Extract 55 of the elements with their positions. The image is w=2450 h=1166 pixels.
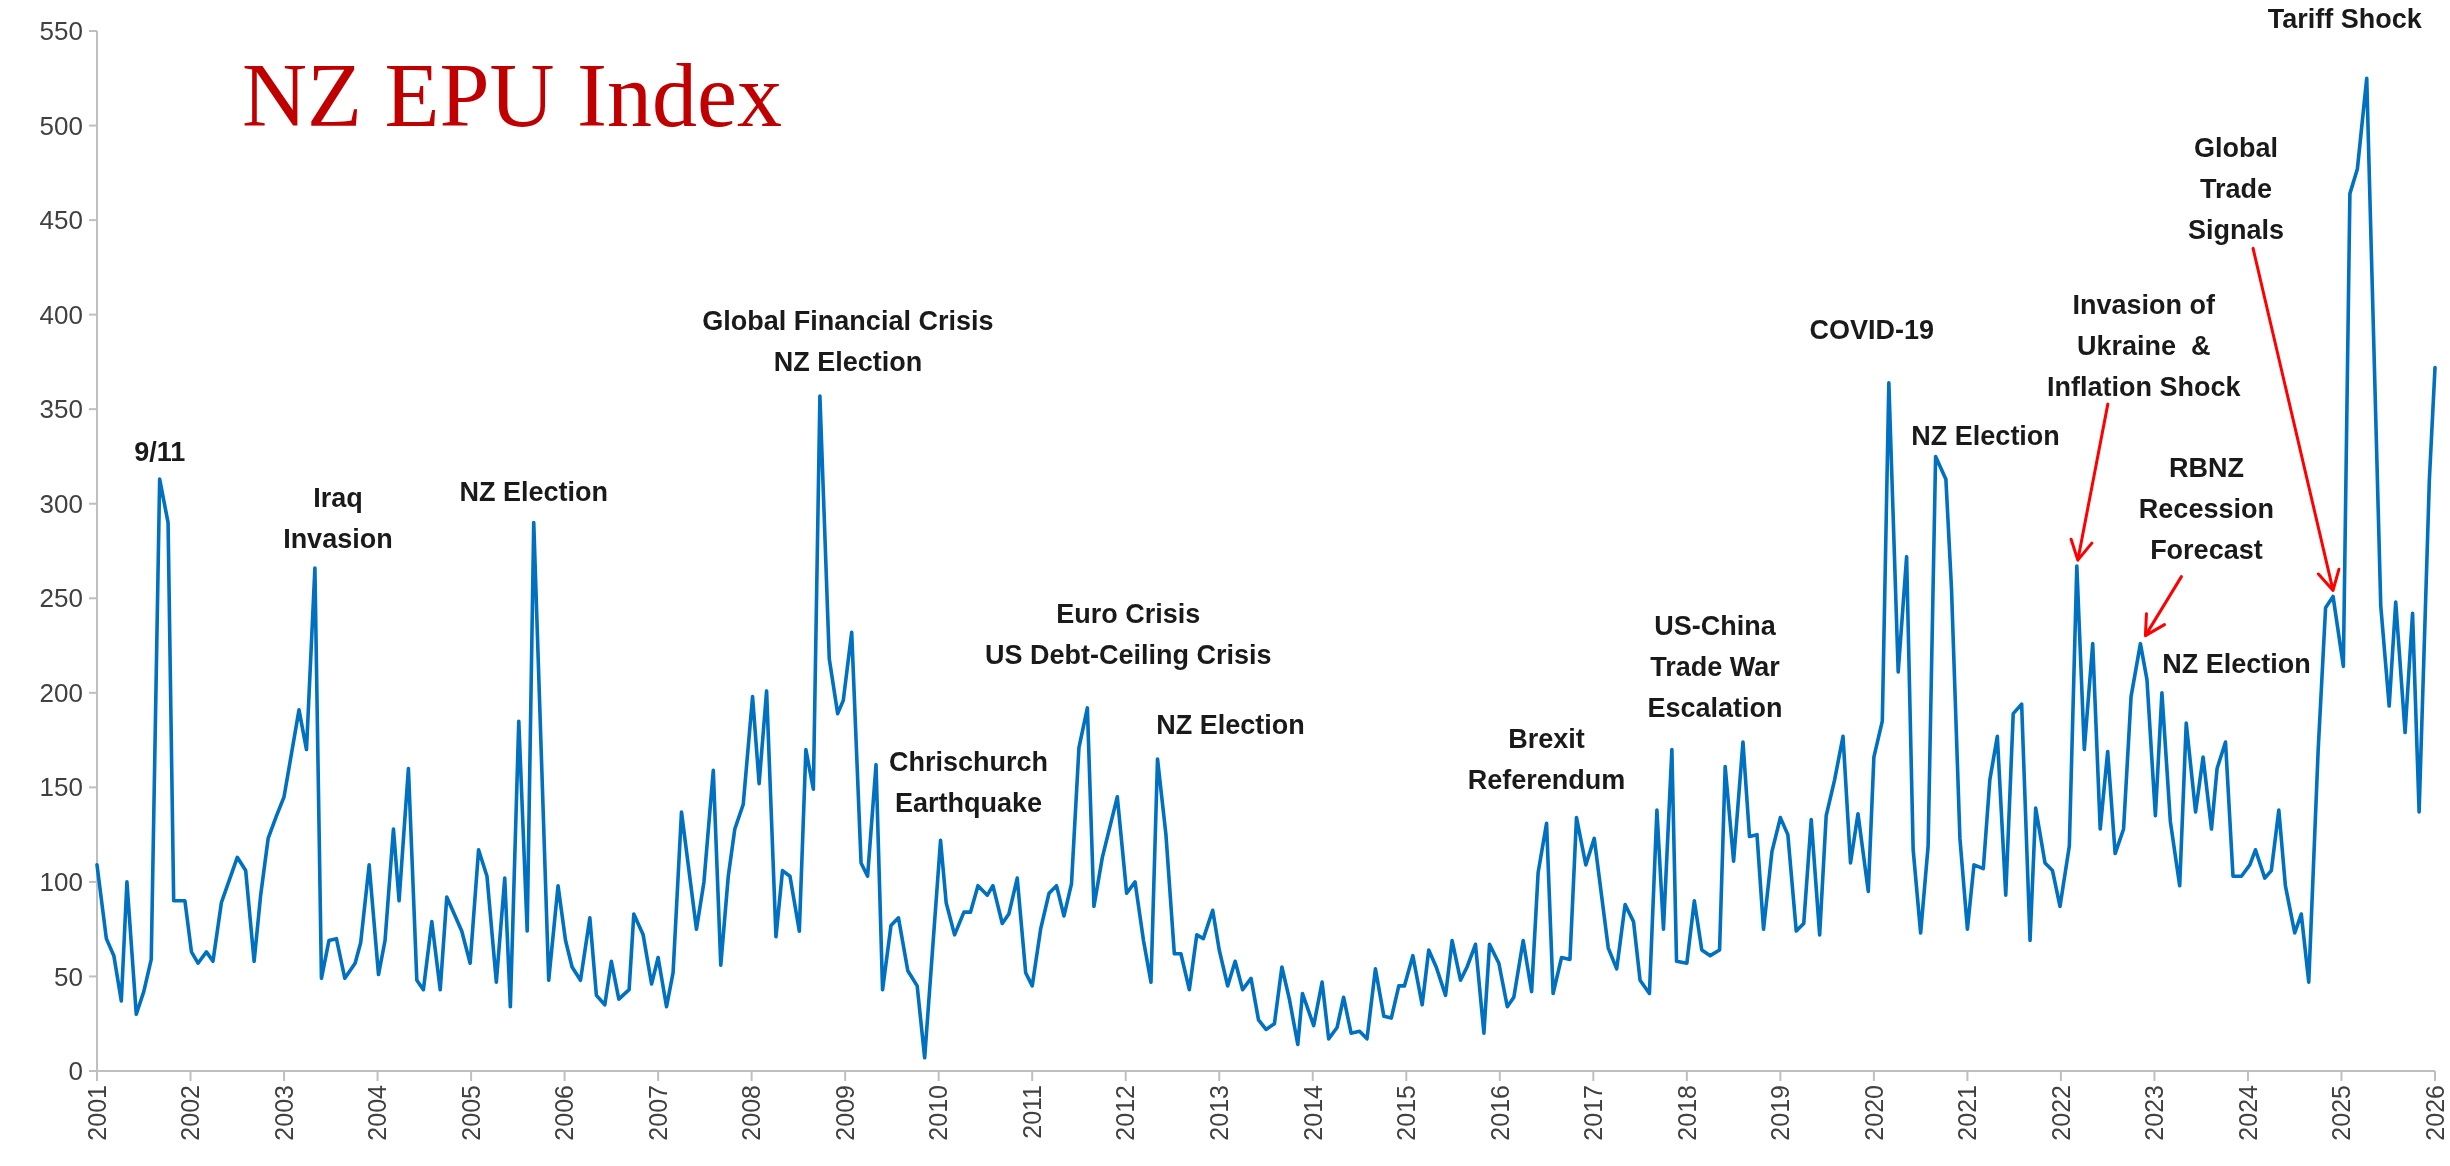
y-tick-label: 0 (68, 1056, 83, 1087)
annotation: Euro Crisis US Debt-Ceiling Crisis (985, 598, 1272, 670)
annotation: NZ Election (2162, 648, 2311, 679)
annotation: Brexit Referendum (1467, 724, 1626, 796)
annotation: Iraq Invasion (283, 483, 393, 555)
y-tick-label: 550 (39, 16, 83, 47)
x-tick-label: 2013 (1204, 1085, 1233, 1141)
annotation: NZ Election (1911, 421, 2060, 452)
annotation: Chrischurch Earthquake (889, 747, 1049, 819)
x-tick-label: 2008 (737, 1085, 766, 1141)
x-tick-label: 2002 (176, 1085, 205, 1141)
x-tick-label: 2010 (924, 1085, 953, 1141)
annotation: RBNZ Recession Forecast (2138, 452, 2274, 565)
x-tick-label: 2023 (2140, 1085, 2169, 1141)
y-tick-label: 50 (54, 961, 83, 992)
x-tick-label: 2001 (82, 1085, 111, 1141)
annotation: COVID-19 (1809, 314, 1935, 345)
y-tick-label: 400 (39, 299, 83, 330)
y-tick-label: 200 (39, 677, 83, 708)
x-tick-label: 2024 (2233, 1084, 2262, 1141)
x-tick-label: 2018 (1672, 1085, 1701, 1141)
x-tick-label: 2009 (830, 1085, 859, 1141)
annotation: NZ Election (1156, 710, 1305, 740)
x-tick-label: 2019 (1766, 1085, 1795, 1141)
x-tick-label: 2003 (269, 1085, 298, 1141)
x-tick-label: 2014 (1298, 1084, 1327, 1141)
annotation: US-China Trade War Escalation (1647, 610, 1783, 723)
chart-title: NZ EPU Index (242, 46, 782, 145)
x-tick-label: 2004 (363, 1084, 392, 1141)
y-tick-label: 450 (39, 205, 83, 236)
x-tick-label: 2011 (1017, 1085, 1046, 1139)
x-tick-label: 2015 (1392, 1085, 1421, 1141)
y-tick-label: 500 (39, 110, 83, 141)
y-tick-label: 150 (39, 772, 83, 803)
y-tick-label: 350 (39, 394, 83, 425)
annotation: Tariff Shock (2267, 4, 2423, 35)
x-tick-label: 2026 (2420, 1085, 2449, 1141)
annotation: Global Trade Signals (2188, 133, 2285, 246)
x-tick-label: 2006 (550, 1085, 579, 1141)
y-tick-label: 100 (39, 867, 83, 898)
y-tick-label: 250 (39, 583, 83, 614)
annotation: NZ Election (459, 476, 608, 507)
x-tick-label: 2025 (2327, 1085, 2356, 1141)
annotation: Global Financial Crisis NZ Election (702, 305, 994, 377)
annotation: 9/11 (134, 437, 186, 468)
x-tick-label: 2021 (1953, 1085, 1982, 1141)
x-tick-label: 2007 (643, 1085, 672, 1141)
x-tick-label: 2017 (1579, 1085, 1608, 1141)
x-tick-label: 2012 (1111, 1085, 1140, 1141)
x-tick-label: 2005 (456, 1085, 485, 1141)
x-tick-label: 2020 (1859, 1085, 1888, 1141)
y-tick-label: 300 (39, 488, 83, 519)
annotation: Invasion of Ukraine & Inflation Shock (2047, 290, 2242, 403)
x-tick-label: 2016 (1485, 1085, 1514, 1141)
x-tick-label: 2022 (2046, 1085, 2075, 1141)
